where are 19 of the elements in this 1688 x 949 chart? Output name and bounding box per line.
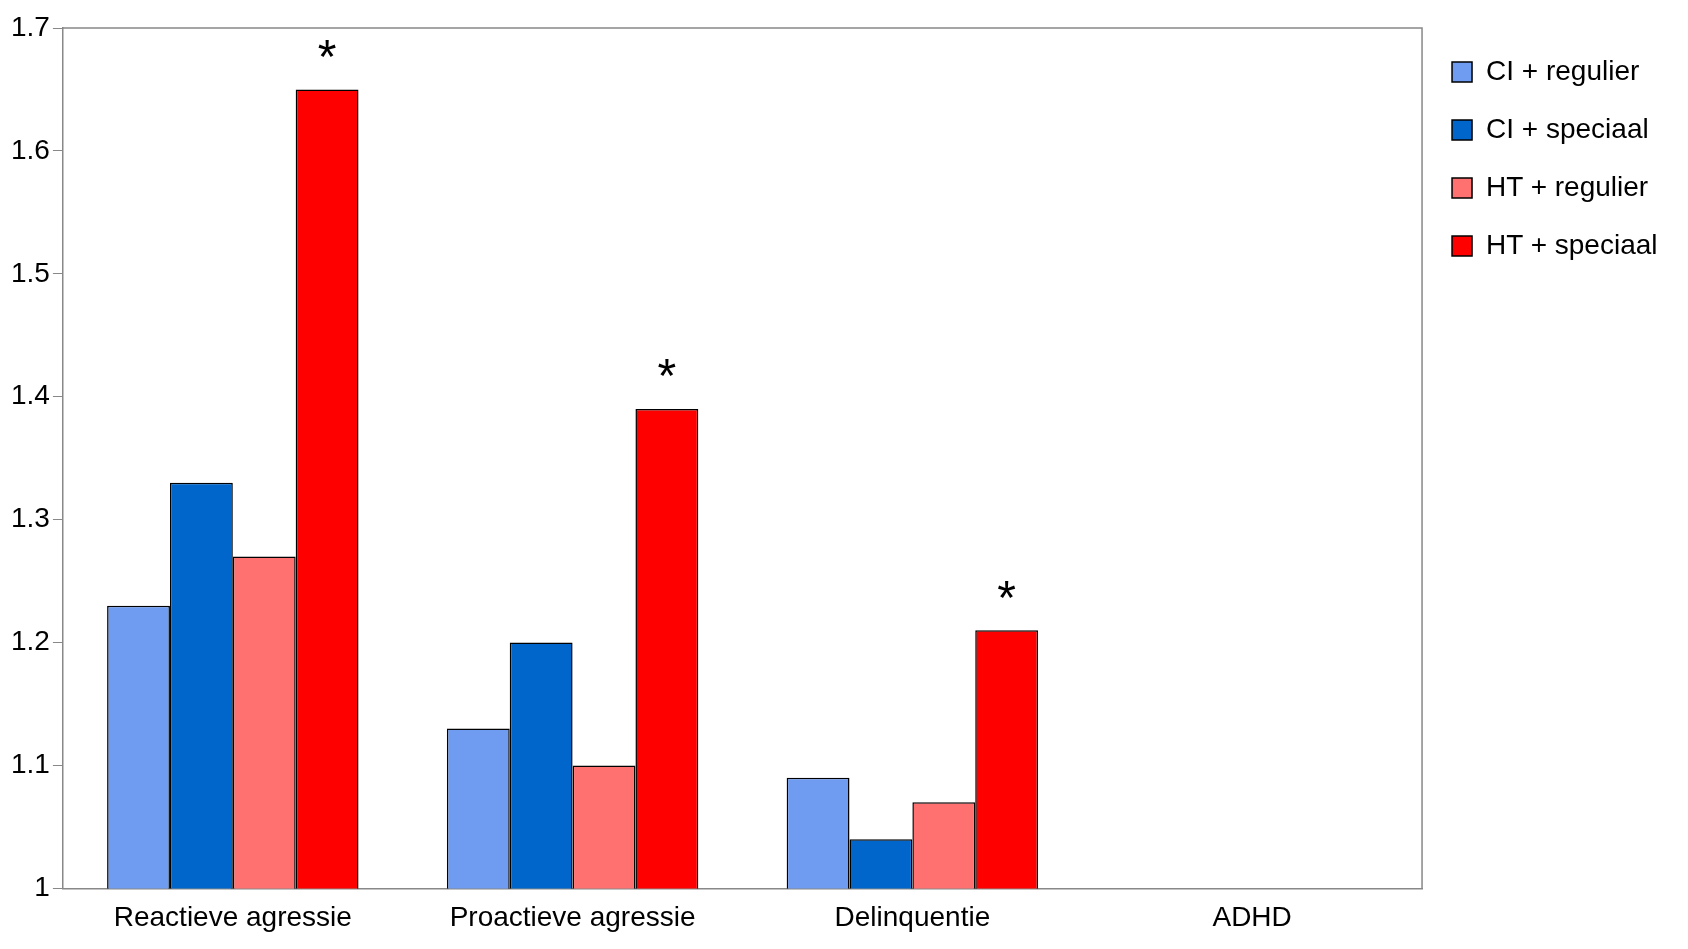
legend-label: CI + speciaal bbox=[1486, 112, 1649, 144]
x-tick-label: Proactieve agressie bbox=[449, 900, 696, 932]
legend-label: CI + regulier bbox=[1486, 54, 1640, 86]
x-tick-label: Reactieve agressie bbox=[113, 900, 352, 932]
y-tick-label: 1.1 bbox=[10, 748, 50, 780]
legend-label: HT + speciaal bbox=[1486, 228, 1658, 260]
annotation: * bbox=[657, 349, 677, 403]
y-tick-label: 1.7 bbox=[10, 10, 50, 42]
y-tick-label: 1.3 bbox=[10, 502, 50, 534]
legend-label: HT + regulier bbox=[1486, 170, 1649, 202]
y-tick-label: 1 bbox=[34, 871, 50, 903]
y-tick-label: 1.6 bbox=[10, 133, 50, 165]
y-tick-label: 1.5 bbox=[10, 256, 50, 288]
annotation: * bbox=[997, 570, 1016, 624]
y-tick-label: 1.2 bbox=[10, 625, 50, 657]
y-tick-label: 1.4 bbox=[10, 379, 50, 411]
x-tick-label: ADHD bbox=[1212, 900, 1292, 932]
x-tick-label: Delinquentie bbox=[834, 900, 991, 932]
annotation: * bbox=[317, 29, 337, 83]
